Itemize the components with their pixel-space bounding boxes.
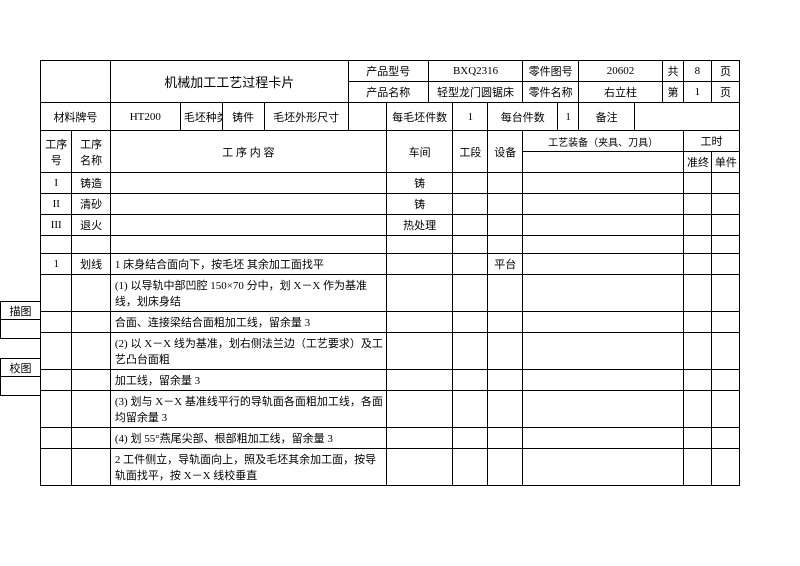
hdr-op-content: 工 序 内 容 (110, 131, 386, 173)
hdr-op-no: 工序号 (41, 131, 72, 173)
card-title: 机械加工工艺过程卡片 (110, 61, 348, 103)
side-sketch: 描图 (0, 301, 40, 320)
per-blank-lbl: 每毛坯件数 (386, 103, 452, 131)
table-row: (2) 以 X－X 线为基准，划右侧法兰边（工艺要求）及工艺凸台面粗 (41, 333, 740, 370)
mat-no: HT200 (110, 103, 180, 131)
table-row: (4) 划 55°燕尾尖部、根部粗加工线，留余量 3 (41, 428, 740, 449)
per-unit: 1 (558, 103, 579, 131)
process-card-table: 机械加工工艺过程卡片 产品型号 BXQ2316 零件图号 20602 共 8 页… (40, 60, 740, 486)
table-row: 合面、连接梁结合面粗加工线，留余量 3 (41, 312, 740, 333)
table-row: (3) 划与 X－X 基准线平行的导轨面各面粗加工线，各面均留余量 3 (41, 391, 740, 428)
table-row: III 退火 热处理 (41, 215, 740, 236)
blank-type-lbl: 毛坯种类 (180, 103, 222, 131)
product-model: BXQ2316 (428, 61, 522, 82)
part-name: 右立柱 (579, 82, 663, 103)
product-name-lbl: 产品名称 (348, 82, 428, 103)
remark-lbl: 备注 (579, 103, 635, 131)
hdr-time-prep: 准终 (683, 152, 711, 173)
hdr-time: 工时 (683, 131, 739, 152)
table-row: 加工线，留余量 3 (41, 370, 740, 391)
hdr-tooling: 工艺装备（夹具、刀具） (523, 131, 684, 152)
table-row (41, 236, 740, 254)
blank-type: 铸件 (222, 103, 264, 131)
part-drawing: 20602 (579, 61, 663, 82)
table-row: II 清砂 铸 (41, 194, 740, 215)
per-unit-lbl: 每台件数 (488, 103, 558, 131)
part-name-lbl: 零件名称 (523, 82, 579, 103)
hdr-workshop: 车间 (386, 131, 452, 173)
hdr-op-name: 工序名称 (72, 131, 110, 173)
per-blank: 1 (453, 103, 488, 131)
part-drawing-lbl: 零件图号 (523, 61, 579, 82)
blank-dim-lbl: 毛坯外形尺寸 (264, 103, 348, 131)
table-row: 1 划线 1 床身结合面向下，按毛坯 其余加工面找平 平台 (41, 254, 740, 275)
table-row: I 铸造 铸 (41, 173, 740, 194)
product-name: 轻型龙门圆锯床 (428, 82, 522, 103)
side-check: 校图 (0, 358, 40, 377)
hdr-time-unit: 单件 (711, 152, 739, 173)
table-row: 2 工件侧立，导轨面向上，照及毛坯其余加工面，按导轨面找平，按 X－X 线校垂直 (41, 449, 740, 486)
product-model-lbl: 产品型号 (348, 61, 428, 82)
mat-no-lbl: 材料牌号 (41, 103, 111, 131)
table-row: (1) 以导轨中部凹腔 150×70 分中，划 X－X 作为基准线，划床身结 (41, 275, 740, 312)
hdr-section: 工段 (453, 131, 488, 173)
hdr-equip: 设备 (488, 131, 523, 173)
